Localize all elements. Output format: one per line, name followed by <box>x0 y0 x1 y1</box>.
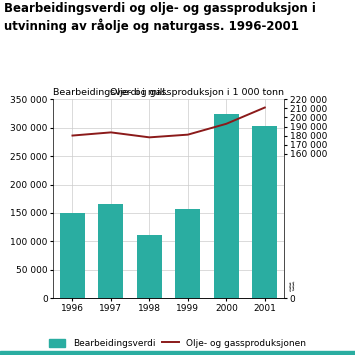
Bar <box>252 126 277 298</box>
Text: Olje- og gassproduksjon i 1 000 tonn: Olje- og gassproduksjon i 1 000 tonn <box>110 88 284 97</box>
Legend: Bearbeidingsverdi, Olje- og gassproduksjonen: Bearbeidingsverdi, Olje- og gassproduksj… <box>47 336 308 350</box>
Text: //: // <box>288 282 296 293</box>
Bar <box>60 213 85 298</box>
Bar <box>137 235 162 298</box>
Bar <box>98 204 124 298</box>
Text: Bearbeidingsverdi og olje- og gassproduksjon i
utvinning av råolje og naturgass.: Bearbeidingsverdi og olje- og gassproduk… <box>4 2 316 33</box>
Bar <box>175 209 200 298</box>
Bar <box>214 114 239 298</box>
Text: Bearbeidingsverdi i mill.: Bearbeidingsverdi i mill. <box>53 88 168 97</box>
